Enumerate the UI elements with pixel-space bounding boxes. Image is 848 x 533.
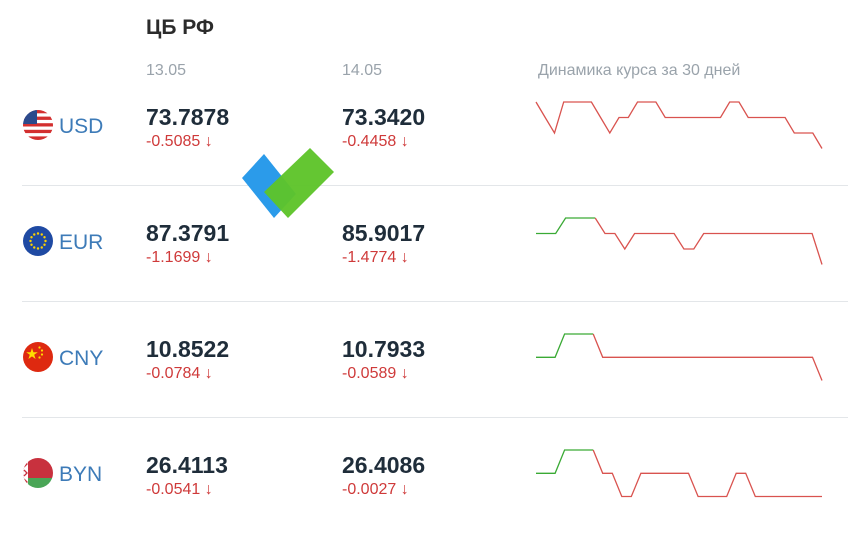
rate-change: -0.4458 ↓ [342, 133, 409, 150]
rate-change: -0.5085 ↓ [146, 133, 213, 150]
rate-row-byn: BYN 26.4113 -0.0541 ↓ 26.4086 -0.0027 ↓ [0, 418, 848, 533]
chart-caption: Динамика курса за 30 дней [538, 62, 741, 79]
currency-link-cny[interactable]: CNY [59, 347, 104, 370]
date-header-1: 13.05 [146, 62, 187, 79]
china-flag-icon [23, 342, 53, 372]
rate-row-cny: CNY 10.8522 -0.0784 ↓ 10.7933 -0.0589 ↓ [0, 302, 848, 417]
checkmark-logo-icon [242, 148, 334, 218]
rate-value: 85.9017 [342, 220, 426, 246]
belarus-flag-icon [23, 458, 53, 488]
rate-change: -1.4774 ↓ [342, 249, 409, 266]
rate-row-eur: EUR 87.3791 -1.1699 ↓ 85.9017 -1.4774 ↓ [0, 186, 848, 301]
currency-link-usd[interactable]: USD [59, 115, 104, 138]
rate-row-usd: USD 73.7878 -0.5085 ↓ 73.3420 -0.4458 ↓ [0, 70, 848, 185]
rate-value: 73.7878 [146, 104, 230, 130]
currency-link-byn[interactable]: BYN [59, 463, 103, 486]
rate-value: 26.4113 [146, 452, 228, 478]
row-divider [22, 185, 848, 186]
eu-flag-icon [23, 226, 53, 256]
sparkline-segment [535, 101, 823, 149]
rate-change: -0.0027 ↓ [342, 481, 409, 498]
page-title: ЦБ РФ [146, 16, 214, 39]
sparkline-chart [536, 217, 823, 265]
rate-change: -1.1699 ↓ [146, 249, 213, 266]
sparkline-segment [592, 333, 823, 381]
rate-change: -0.0784 ↓ [146, 365, 213, 382]
currency-link-eur[interactable]: EUR [59, 231, 104, 254]
rate-change: -0.0589 ↓ [342, 365, 409, 382]
rate-value: 87.3791 [146, 220, 230, 246]
rate-value: 73.3420 [342, 104, 426, 130]
sparkline-chart [535, 101, 823, 149]
sparkline-chart [536, 449, 822, 498]
row-divider [22, 301, 848, 302]
row-divider [22, 417, 848, 418]
rate-change: -0.0541 ↓ [146, 481, 213, 498]
sparkline-segment [536, 449, 594, 474]
sparkline-segment [592, 449, 822, 498]
rate-value: 26.4086 [342, 452, 426, 478]
usa-flag-icon [23, 110, 53, 140]
sparkline-segment [594, 217, 823, 265]
sparkline-segment [536, 217, 596, 235]
date-header-2: 14.05 [342, 62, 383, 79]
sparkline-segment [536, 333, 594, 358]
rate-value: 10.7933 [342, 336, 426, 362]
rate-value: 10.8522 [146, 336, 230, 362]
sparkline-chart [536, 333, 823, 381]
